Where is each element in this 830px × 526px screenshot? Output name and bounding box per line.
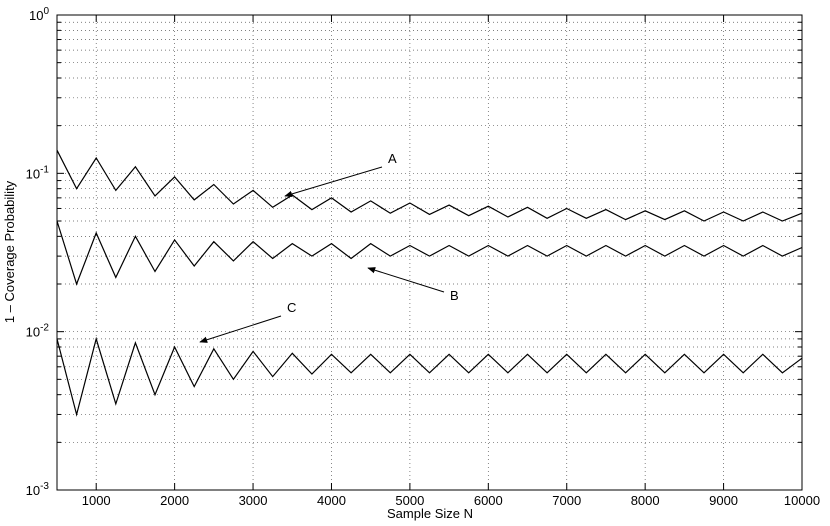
x-tick-label: 2000 xyxy=(160,493,189,508)
x-tick-label: 5000 xyxy=(395,493,424,508)
annotation-arrow xyxy=(199,315,282,343)
x-axis-label: Sample Size N xyxy=(387,506,473,521)
y-axis-label: 1 – Coverage Probability xyxy=(2,180,17,323)
annotation: C xyxy=(287,300,296,315)
line-series xyxy=(56,336,803,417)
plot-frame xyxy=(56,14,803,491)
x-tick-label: 6000 xyxy=(474,493,503,508)
y-tick-label: 10-1 xyxy=(26,164,50,181)
x-tick-label: 10000 xyxy=(784,493,820,508)
y-tick-label: 10-3 xyxy=(26,481,50,498)
annotation-arrow xyxy=(284,166,383,198)
x-tick-label: 4000 xyxy=(317,493,346,508)
x-tick-label: 7000 xyxy=(552,493,581,508)
annotation: A xyxy=(388,151,397,166)
y-tick-label: 10-2 xyxy=(26,323,50,340)
line-series xyxy=(56,149,803,222)
annotation-arrow xyxy=(367,267,445,293)
annotation: B xyxy=(450,288,459,303)
line-series xyxy=(56,220,803,286)
x-tick-label: 3000 xyxy=(239,493,268,508)
x-tick-label: 1000 xyxy=(82,493,111,508)
x-tick-label: 9000 xyxy=(709,493,738,508)
x-tick-label: 8000 xyxy=(631,493,660,508)
y-tick-label: 100 xyxy=(29,6,49,23)
